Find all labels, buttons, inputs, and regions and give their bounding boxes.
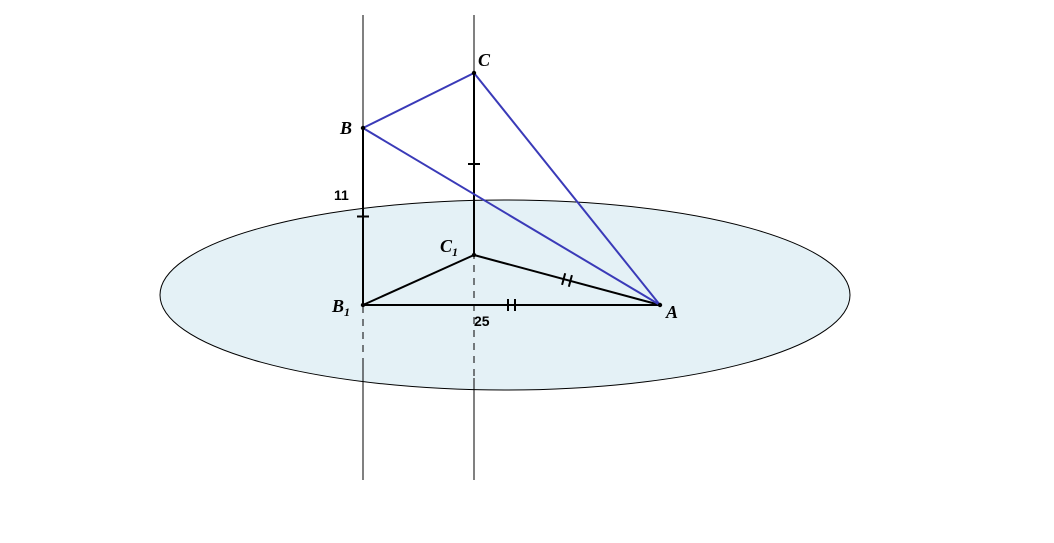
point-B [361,126,365,130]
point-C [472,71,476,75]
label-B: B [339,118,352,138]
point-B1 [361,303,365,307]
point-A [658,303,662,307]
geometry-diagram: ABB1CC11125 [0,0,1054,543]
plane-ellipse [160,200,850,390]
tri-B-C [363,73,474,128]
dim-25: 25 [474,313,490,329]
point-C1 [472,253,476,257]
dim-11: 11 [334,187,349,203]
label-A: A [665,302,678,322]
label-C: C [478,50,491,70]
